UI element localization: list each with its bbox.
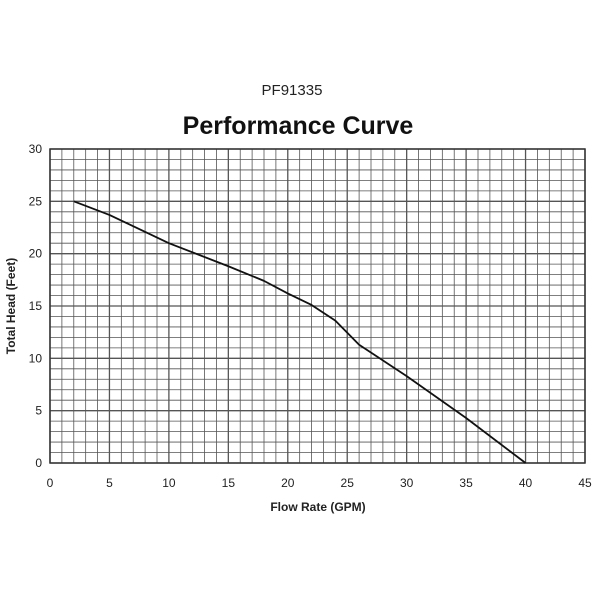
x-tick-label: 0 [47, 476, 54, 490]
x-tick-label: 15 [222, 476, 236, 490]
chart-model-label: PF91335 [262, 82, 323, 99]
x-tick-label: 25 [341, 476, 355, 490]
x-tick-label: 45 [578, 476, 592, 490]
y-tick-label: 5 [35, 404, 42, 418]
tick-labels: 0 5 10 15 20 25 30 35 40 45 0 5 10 15 20 25 30 [29, 142, 592, 490]
y-tick-label: 30 [29, 142, 43, 156]
series-layer [73, 200, 527, 464]
x-tick-label: 40 [519, 476, 533, 490]
x-axis-title: Flow Rate (GPM) [270, 500, 365, 514]
performance-curve-line [73, 200, 527, 464]
x-tick-label: 35 [459, 476, 473, 490]
grid-lines [49, 148, 586, 464]
x-tick-label: 10 [162, 476, 176, 490]
x-tick-label: 20 [281, 476, 295, 490]
plot-frame [49, 148, 586, 464]
y-tick-label: 15 [29, 299, 43, 313]
x-tick-label: 5 [106, 476, 113, 490]
y-tick-label: 0 [35, 456, 42, 470]
chart-title: Performance Curve [183, 112, 414, 140]
y-tick-label: 20 [29, 247, 43, 261]
y-tick-label: 25 [29, 194, 43, 208]
y-tick-label: 10 [29, 351, 43, 365]
x-tick-label: 30 [400, 476, 414, 490]
y-axis-title: Total Head (Feet) [4, 258, 18, 354]
